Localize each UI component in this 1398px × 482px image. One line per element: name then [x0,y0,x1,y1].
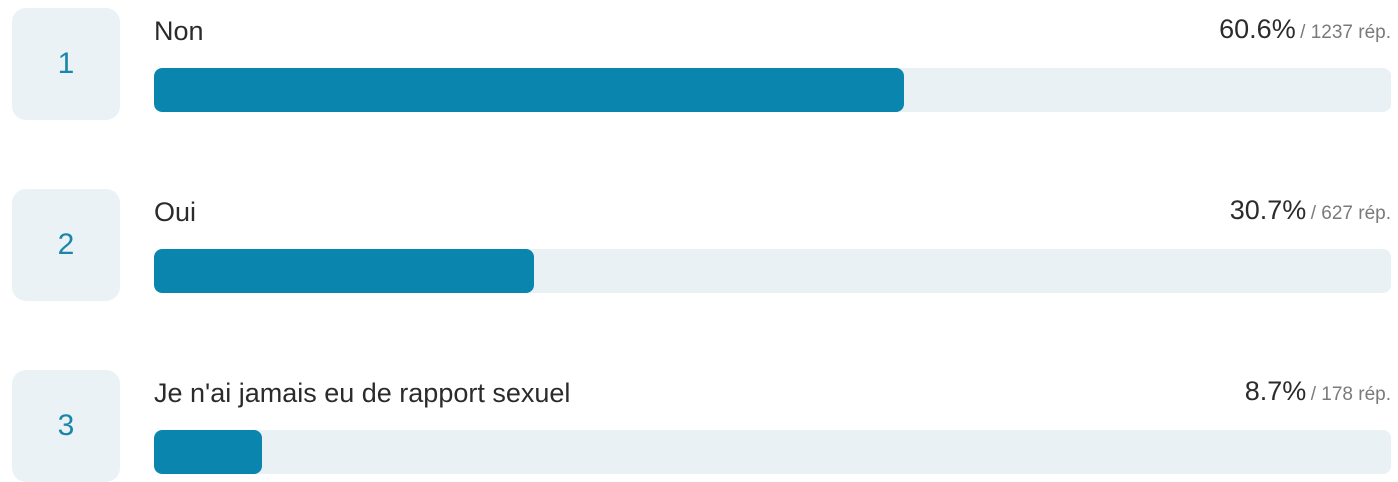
result-row: 1 Non 60.6% / 1237 rép. [0,0,1398,120]
option-label: Non [154,16,204,46]
percent-label: 8.7% [1244,376,1307,406]
rank-box: 2 [12,189,120,301]
result-row: 2 Oui 30.7% / 627 rép. [0,181,1398,301]
option-label: Oui [154,197,197,227]
result-row: 3 Je n'ai jamais eu de rapport sexuel 8.… [0,362,1398,482]
response-count: / 1237 rép. [1300,22,1391,43]
rank-number: 2 [57,228,75,261]
bar-track [154,68,1391,112]
bar-fill [154,430,262,474]
rank-number: 1 [57,47,75,80]
percent-label: 60.6% [1219,14,1296,44]
rank-number: 3 [57,409,75,442]
percent-label: 30.7% [1229,195,1307,225]
option-label: Je n'ai jamais eu de rapport sexuel [154,378,571,408]
rank-box: 1 [12,8,120,120]
bar-fill [154,68,904,112]
result-stats: 8.7% / 178 rép. [1245,378,1391,405]
rank-box: 3 [12,370,120,482]
response-count: / 627 rép. [1310,203,1391,224]
result-stats: 30.7% / 627 rép. [1230,197,1391,224]
bar-fill [154,249,534,293]
response-count: / 178 rép. [1310,384,1391,405]
result-stats: 60.6% / 1237 rép. [1219,16,1391,43]
bar-track [154,249,1391,293]
bar-track [154,430,1391,474]
